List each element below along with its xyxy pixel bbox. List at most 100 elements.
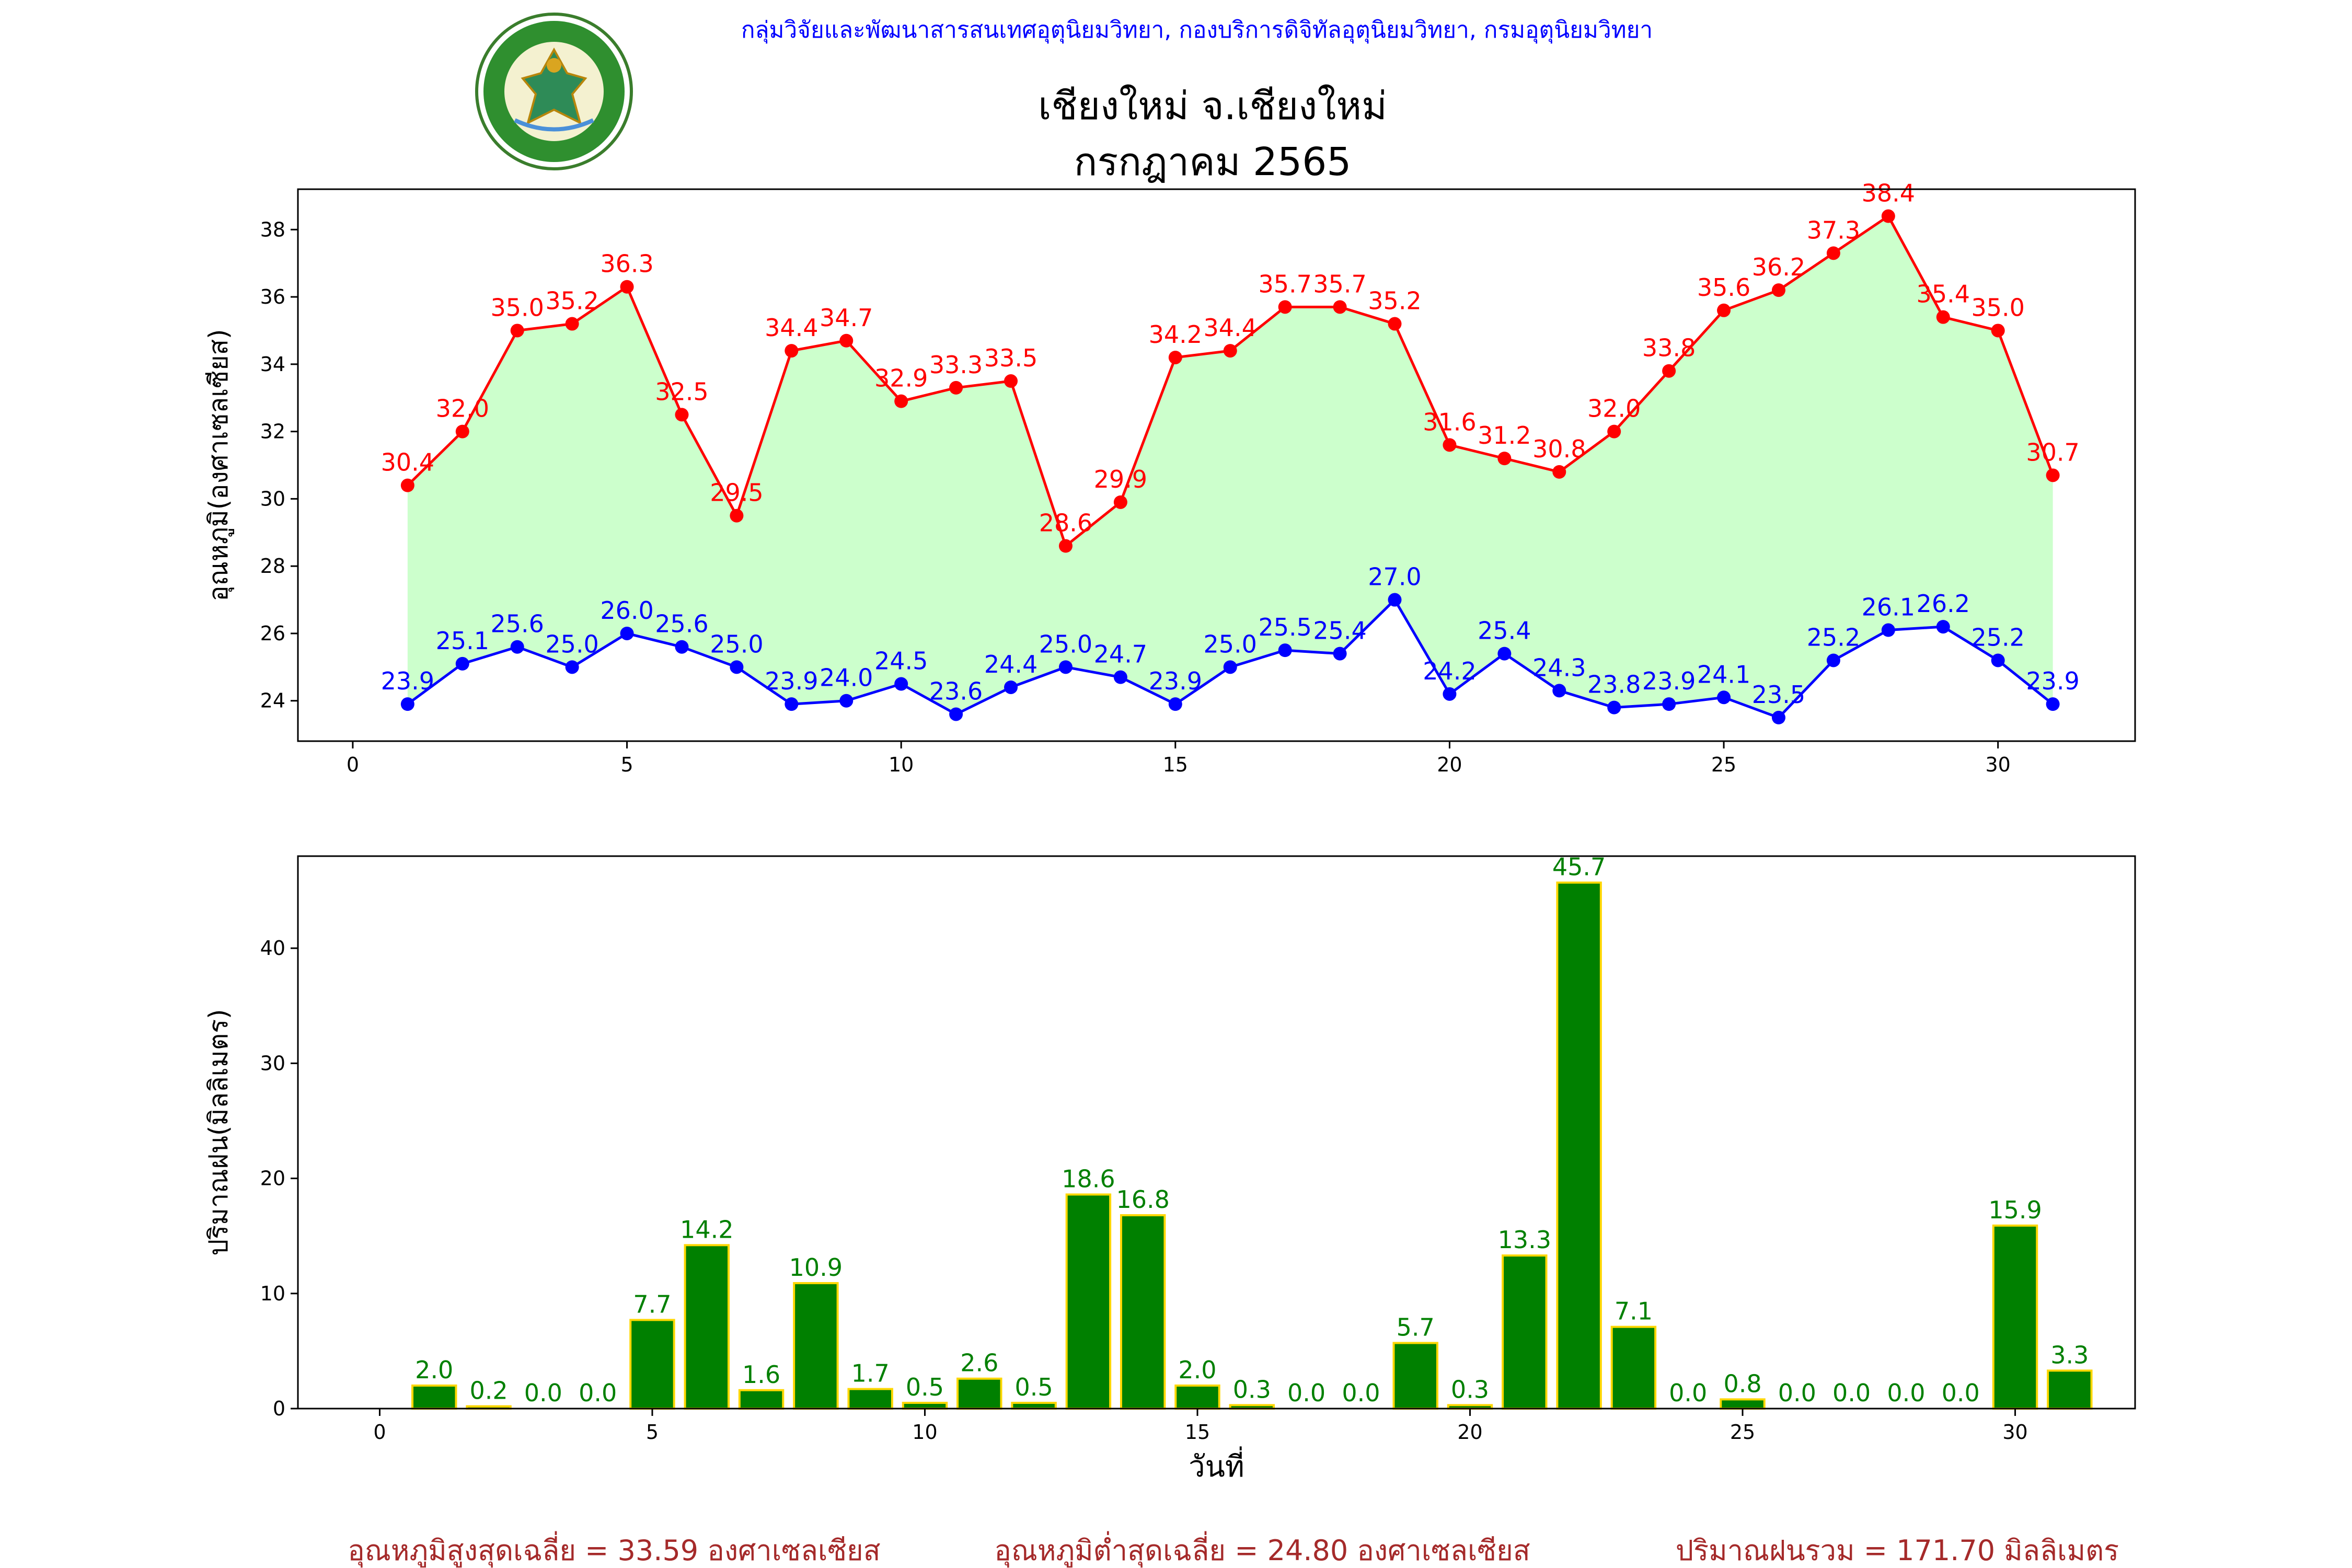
temperature-y-tick-label: 26 <box>260 622 285 645</box>
min-temperature-label: 23.9 <box>1149 667 1202 695</box>
min-temperature-label: 23.8 <box>1587 671 1641 699</box>
rainfall-bar-label: 16.8 <box>1116 1185 1169 1214</box>
max-temperature-point <box>949 381 963 395</box>
min-temperature-label: 25.0 <box>1039 630 1092 658</box>
min-temperature-point <box>675 640 689 654</box>
max-temperature-point <box>1058 539 1073 553</box>
min-temperature-point <box>1223 660 1237 674</box>
min-temperature-label: 23.6 <box>929 677 983 705</box>
max-temperature-point <box>730 509 744 523</box>
rainfall-bar-label: 0.5 <box>906 1373 944 1401</box>
min-temperature-label: 25.2 <box>1807 623 1860 651</box>
rainfall-bar-label: 0.3 <box>1451 1375 1489 1403</box>
meteorological-department-logo <box>475 13 633 170</box>
rainfall-bar-label: 2.0 <box>1178 1356 1216 1384</box>
min-temperature-label: 26.2 <box>1917 590 1970 618</box>
rainfall-bar <box>1392 1342 1438 1410</box>
max-temperature-label: 31.2 <box>1478 421 1531 449</box>
max-temperature-point <box>839 333 854 348</box>
max-temperature-point <box>1004 374 1018 388</box>
min-temperature-point <box>1552 684 1566 698</box>
rainfall-bar <box>1120 1214 1166 1410</box>
rainfall-y-tick-label: 0 <box>273 1397 285 1420</box>
max-temperature-point <box>1388 317 1402 331</box>
max-temperature-point <box>1497 452 1512 466</box>
rainfall-bar <box>411 1384 457 1410</box>
max-temperature-point <box>455 424 469 439</box>
max-temperature-point <box>565 317 579 331</box>
temperature-x-tick-label: 20 <box>1437 753 1462 776</box>
rainfall-bar <box>956 1377 1002 1410</box>
max-temperature-point <box>1771 283 1785 297</box>
min-temperature-point <box>1991 653 2005 667</box>
rainfall-bar <box>1992 1224 2038 1410</box>
min-temperature-point <box>510 640 524 654</box>
rainfall-chart: 2.0 0.2 0.0 0.0 7.7 14.2 1.6 10.9 1.7 0.5 2.6 0.5 18… <box>203 853 2136 1484</box>
rainfall-bar-label: 0.0 <box>1669 1379 1707 1407</box>
min-temperature-label: 25.6 <box>655 610 708 638</box>
min-temperature-point <box>400 697 414 711</box>
rainfall-bar-label: 0.0 <box>1832 1379 1871 1407</box>
max-temperature-point <box>675 408 689 422</box>
rainfall-bar-label: 2.6 <box>960 1349 998 1377</box>
min-temperature-point <box>1936 620 1950 634</box>
rainfall-bar-label: 1.7 <box>851 1359 890 1388</box>
rainfall-bar-label: 2.0 <box>415 1356 453 1384</box>
rainfall-y-axis-label: ปริมาณฝน(มิลลิเมตร) <box>203 1009 234 1255</box>
min-temperature-point <box>1497 647 1512 661</box>
avg-max-temperature-text: อุณหภูมิสูงสุดเฉลี่ย = 33.59 องศาเซลเซีย… <box>348 1531 880 1568</box>
min-temperature-label: 25.4 <box>1313 617 1366 645</box>
rainfall-bar-label: 7.7 <box>633 1290 671 1318</box>
min-temperature-label: 25.2 <box>1971 623 2024 651</box>
rainfall-bar-label: 18.6 <box>1062 1165 1115 1193</box>
max-temperature-label: 36.3 <box>600 250 653 278</box>
min-temperature-label: 24.5 <box>874 647 928 675</box>
max-temperature-point <box>1991 324 2005 338</box>
min-temperature-point <box>1113 670 1127 684</box>
min-temperature-label: 25.4 <box>1478 617 1531 645</box>
rainfall-bar-label: 1.6 <box>742 1361 780 1389</box>
rainfall-bar-label: 0.0 <box>1287 1379 1325 1407</box>
min-temperature-point <box>1826 653 1840 667</box>
rainfall-x-axis-label: วันที่ <box>1189 1446 1244 1484</box>
max-temperature-label: 37.3 <box>1807 216 1860 244</box>
rainfall-bar <box>902 1401 948 1410</box>
rainfall-bar <box>847 1388 893 1410</box>
max-temperature-point <box>510 324 524 338</box>
temperature-y-tick-label: 24 <box>260 689 285 712</box>
rainfall-bar-label: 0.0 <box>1342 1379 1380 1407</box>
max-temperature-point <box>1113 495 1127 509</box>
rainfall-bar <box>629 1319 675 1410</box>
rainfall-bar-label: 0.8 <box>1723 1369 1761 1398</box>
min-temperature-point <box>949 707 963 721</box>
min-temperature-label: 24.7 <box>1094 640 1147 668</box>
max-temperature-label: 35.7 <box>1313 270 1366 298</box>
max-temperature-label: 32.9 <box>874 364 928 393</box>
max-temperature-label: 33.8 <box>1642 334 1696 362</box>
temperature-y-tick-label: 32 <box>260 420 285 443</box>
rainfall-bar-label: 10.9 <box>789 1253 843 1282</box>
max-temperature-label: 35.4 <box>1917 280 1970 308</box>
min-temperature-label: 25.1 <box>436 627 489 655</box>
min-temperature-point <box>1168 697 1182 711</box>
rainfall-plot-frame <box>297 855 2136 1410</box>
rainfall-bar-label: 3.3 <box>2050 1341 2089 1369</box>
max-temperature-label: 29.5 <box>710 479 763 507</box>
temperature-y-axis-label: อุณหภูมิ(องศาเซลเซียส) <box>203 329 234 601</box>
rainfall-bar <box>1065 1193 1112 1410</box>
max-temperature-point <box>894 394 908 408</box>
chart-title-line2: กรกฎาคม 2565 <box>1074 140 1352 185</box>
min-temperature-label: 24.2 <box>1423 657 1476 685</box>
max-temperature-label: 36.2 <box>1752 253 1805 281</box>
min-temperature-label: 24.4 <box>984 650 1037 678</box>
min-temperature-point <box>1333 647 1347 661</box>
max-temperature-point <box>400 478 414 492</box>
min-temperature-label: 23.5 <box>1752 681 1805 709</box>
rainfall-x-tick-label: 10 <box>912 1421 937 1444</box>
rainfall-bar-label: 0.5 <box>1015 1373 1053 1401</box>
max-temperature-label: 33.3 <box>929 351 983 379</box>
min-temperature-label: 25.0 <box>545 630 598 658</box>
min-temperature-point <box>1278 643 1292 658</box>
temperature-x-tick-label: 30 <box>1986 753 2011 776</box>
max-temperature-point <box>1607 424 1621 439</box>
